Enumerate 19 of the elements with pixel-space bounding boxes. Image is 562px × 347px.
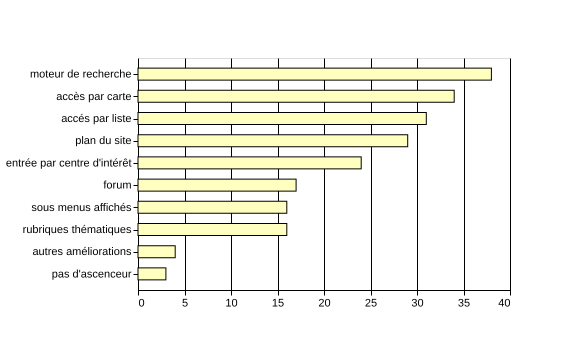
- x-tick-label: 25: [364, 298, 378, 310]
- y-tick-label: forum: [103, 180, 132, 192]
- y-tick-label: entrée par centre d'intérêt: [6, 157, 132, 170]
- x-tick-label: 40: [498, 298, 510, 310]
- y-tick-label: accès par carte: [56, 90, 132, 103]
- y-tick-label: accés par liste: [61, 113, 132, 125]
- y-tick-label: pas d'ascenceur: [52, 268, 132, 280]
- x-tick-label: 30: [411, 298, 424, 310]
- y-tick-label: rubriques thématiques: [22, 224, 132, 236]
- x-tick-label: 15: [272, 298, 284, 310]
- x-tick-label: 10: [225, 298, 238, 310]
- x-tick-label: 20: [318, 298, 331, 310]
- y-tick-label: autres améliorations: [32, 246, 132, 258]
- x-tick-label: 5: [182, 298, 188, 310]
- y-tick-label: moteur de recherche: [30, 68, 132, 81]
- x-tick-label: 35: [458, 298, 470, 310]
- x-tick-label: 0: [138, 298, 145, 310]
- y-tick-label: sous menus affichés: [31, 202, 132, 214]
- y-tick-label: plan du site: [75, 135, 132, 148]
